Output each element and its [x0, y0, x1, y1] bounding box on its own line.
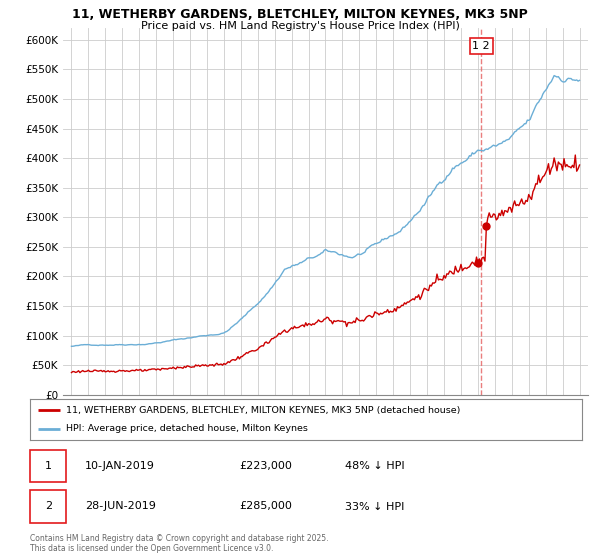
Text: 48% ↓ HPI: 48% ↓ HPI — [344, 461, 404, 471]
FancyBboxPatch shape — [30, 450, 66, 482]
Text: 2: 2 — [44, 502, 52, 511]
Text: Contains HM Land Registry data © Crown copyright and database right 2025.
This d: Contains HM Land Registry data © Crown c… — [30, 534, 329, 553]
FancyBboxPatch shape — [30, 491, 66, 522]
Text: Price paid vs. HM Land Registry's House Price Index (HPI): Price paid vs. HM Land Registry's House … — [140, 21, 460, 31]
Text: £223,000: £223,000 — [240, 461, 293, 471]
Text: 1 2: 1 2 — [472, 41, 490, 51]
Text: 33% ↓ HPI: 33% ↓ HPI — [344, 502, 404, 511]
Text: 11, WETHERBY GARDENS, BLETCHLEY, MILTON KEYNES, MK3 5NP (detached house): 11, WETHERBY GARDENS, BLETCHLEY, MILTON … — [66, 405, 460, 414]
Text: HPI: Average price, detached house, Milton Keynes: HPI: Average price, detached house, Milt… — [66, 424, 308, 433]
Text: £285,000: £285,000 — [240, 502, 293, 511]
Text: 10-JAN-2019: 10-JAN-2019 — [85, 461, 155, 471]
Text: 28-JUN-2019: 28-JUN-2019 — [85, 502, 156, 511]
Text: 11, WETHERBY GARDENS, BLETCHLEY, MILTON KEYNES, MK3 5NP: 11, WETHERBY GARDENS, BLETCHLEY, MILTON … — [72, 8, 528, 21]
Text: 1: 1 — [45, 461, 52, 471]
